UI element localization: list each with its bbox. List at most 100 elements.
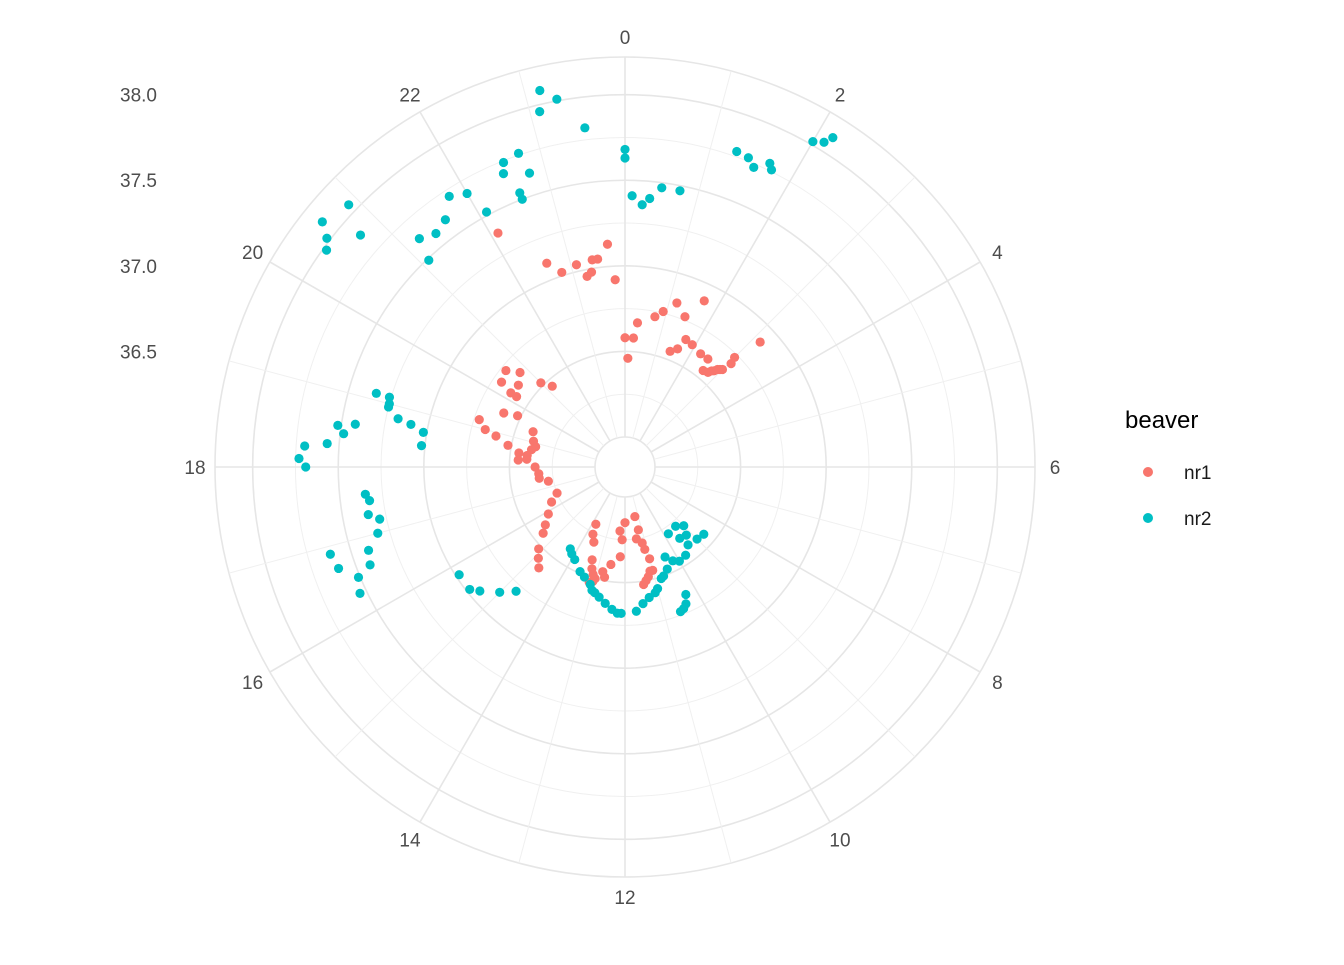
data-point <box>480 424 490 435</box>
data-point <box>552 94 562 104</box>
data-point <box>703 354 713 364</box>
data-point <box>513 148 524 158</box>
data-point <box>579 572 590 582</box>
minor-spoke <box>228 474 597 574</box>
data-point <box>384 392 395 402</box>
data-point <box>557 267 567 278</box>
data-point <box>660 552 670 562</box>
data-point <box>671 521 681 531</box>
data-point <box>828 133 838 143</box>
data-point <box>431 228 441 239</box>
data-point <box>373 528 383 538</box>
data-point <box>499 408 509 418</box>
radius-tick-label: 37.0 <box>120 257 157 278</box>
minor-spoke <box>653 474 1022 574</box>
data-point <box>650 312 660 322</box>
data-point <box>692 534 702 544</box>
data-point <box>665 346 675 356</box>
theta-tick-label: 18 <box>184 458 205 479</box>
data-point <box>620 153 630 163</box>
data-point <box>602 239 613 249</box>
data-point <box>593 254 603 264</box>
theta-tick-labels: 0 2 4 6 8 10 12 14 16 18 20 22 <box>184 28 1060 909</box>
data-point <box>631 606 641 616</box>
minor-spoke <box>518 70 618 439</box>
data-point <box>628 333 639 343</box>
data-point <box>615 552 625 562</box>
data-point <box>440 215 450 225</box>
data-point <box>424 255 434 265</box>
data-point <box>729 352 740 363</box>
data-point <box>580 123 590 133</box>
data-point <box>513 380 523 390</box>
data-point <box>418 427 428 437</box>
major-spoke <box>639 111 831 442</box>
data-point <box>535 85 545 96</box>
data-point <box>322 233 332 243</box>
data-point <box>515 367 525 378</box>
data-point <box>674 556 684 566</box>
data-point <box>524 168 535 178</box>
data-point <box>552 488 562 498</box>
data-point <box>491 431 501 441</box>
polar-grid <box>214 56 1036 878</box>
theta-tick-label: 12 <box>614 888 635 909</box>
theta-tick-label: 16 <box>242 673 263 694</box>
minor-spoke <box>518 495 618 864</box>
data-point <box>363 509 373 520</box>
data-point <box>600 598 610 609</box>
data-point <box>498 169 509 179</box>
radius-tick-label: 37.5 <box>120 171 157 192</box>
data-point <box>512 411 523 421</box>
data-point <box>749 162 759 172</box>
data-point <box>538 528 548 538</box>
legend: beaver nr1 nr2 <box>1125 407 1211 530</box>
data-point <box>475 586 485 596</box>
data-point <box>675 186 685 196</box>
data-point <box>515 188 525 198</box>
data-point <box>534 469 544 479</box>
data-point <box>364 496 375 506</box>
data-point <box>588 529 598 539</box>
major-spoke <box>419 111 611 442</box>
data-point <box>406 419 416 430</box>
data-point <box>681 589 691 600</box>
data-point <box>675 607 686 617</box>
data-point <box>498 157 509 168</box>
data-point <box>680 312 690 322</box>
data-point <box>534 544 544 554</box>
data-point <box>766 165 777 175</box>
data-point <box>645 193 655 204</box>
data-point <box>294 453 304 464</box>
data-point <box>511 586 521 596</box>
data-point <box>617 535 627 545</box>
data-point <box>657 183 667 193</box>
major-spoke <box>419 492 611 823</box>
data-point <box>511 391 522 402</box>
data-point <box>350 419 360 429</box>
data-point <box>465 584 475 595</box>
data-point <box>640 544 650 555</box>
data-point <box>333 563 344 574</box>
data-point <box>534 563 544 573</box>
data-point <box>495 587 505 597</box>
data-point <box>623 353 633 363</box>
minor-spoke <box>653 360 1022 460</box>
data-point <box>503 440 513 450</box>
series-nr2 <box>294 85 838 618</box>
data-point <box>363 545 374 555</box>
data-point <box>353 572 364 582</box>
data-point <box>662 564 672 574</box>
data-point <box>808 136 818 147</box>
data-point <box>717 364 728 375</box>
data-point <box>687 340 697 350</box>
theta-tick-label: 8 <box>992 673 1003 694</box>
data-point <box>542 258 552 268</box>
data-point <box>672 298 682 308</box>
data-point <box>444 191 454 201</box>
data-point <box>668 556 678 566</box>
data-point <box>630 511 640 522</box>
data-point <box>732 146 742 157</box>
minor-spoke <box>632 70 732 439</box>
data-point <box>675 533 685 543</box>
